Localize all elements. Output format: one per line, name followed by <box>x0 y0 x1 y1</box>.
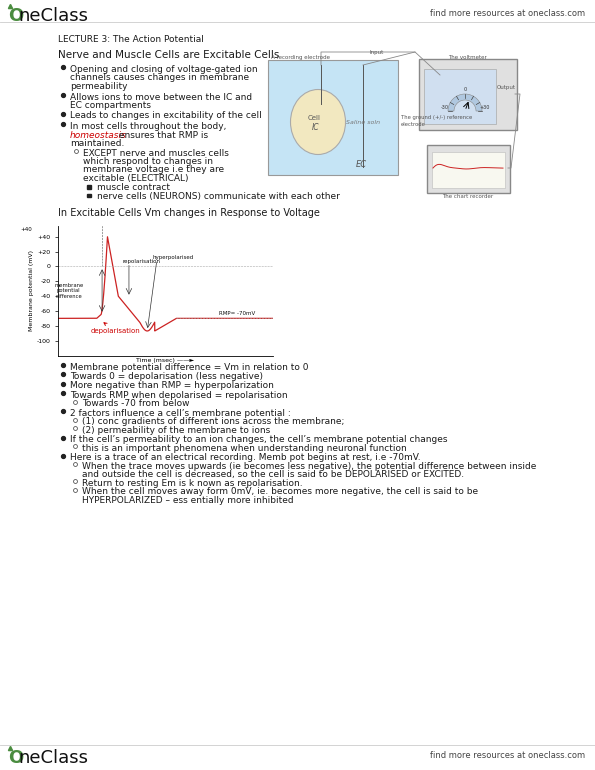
Text: The ground (+/-) reference: The ground (+/-) reference <box>401 115 472 120</box>
Y-axis label: Membrane potential (mV): Membrane potential (mV) <box>29 250 34 331</box>
Text: The chart recorder: The chart recorder <box>443 194 494 199</box>
Text: Nerve and Muscle Cells are Excitable Cells: Nerve and Muscle Cells are Excitable Cel… <box>58 50 280 60</box>
Text: membrane voltage i.e they are: membrane voltage i.e they are <box>83 166 224 175</box>
FancyBboxPatch shape <box>268 60 398 175</box>
Text: Membrane potential difference = Vm in relation to 0: Membrane potential difference = Vm in re… <box>70 363 308 371</box>
Text: hyperpolarised: hyperpolarised <box>152 255 194 260</box>
Text: When the trace moves upwards (ie becomes less negative), the potential differenc: When the trace moves upwards (ie becomes… <box>82 462 536 471</box>
Text: Input: Input <box>370 50 384 55</box>
Text: ensures that RMP is: ensures that RMP is <box>116 130 208 139</box>
Text: 2 factors influence a cell’s membrane potential :: 2 factors influence a cell’s membrane po… <box>70 409 291 418</box>
Text: Towards RMP when depolarised = repolarisation: Towards RMP when depolarised = repolaris… <box>70 391 287 400</box>
Text: repolarisation: repolarisation <box>123 259 161 263</box>
Text: permeability: permeability <box>70 82 127 91</box>
Text: -30: -30 <box>441 105 449 110</box>
Text: Opening and closing of voltage-gated ion: Opening and closing of voltage-gated ion <box>70 65 258 74</box>
Text: neClass: neClass <box>18 749 88 767</box>
FancyBboxPatch shape <box>427 145 509 192</box>
Text: Towards 0 = depolarisation (less negative): Towards 0 = depolarisation (less negativ… <box>70 372 263 381</box>
Text: which respond to changes in: which respond to changes in <box>83 157 213 166</box>
Text: muscle contract: muscle contract <box>97 183 170 192</box>
Text: this is an important phenomena when understanding neuronal function: this is an important phenomena when unde… <box>82 444 407 453</box>
Text: Cell: Cell <box>308 115 321 121</box>
Bar <box>87 193 90 197</box>
Text: EXCEPT nerve and muscles cells: EXCEPT nerve and muscles cells <box>83 149 229 158</box>
Text: O: O <box>8 749 23 767</box>
Text: channels causes changes in membrane: channels causes changes in membrane <box>70 73 249 82</box>
Text: neClass: neClass <box>18 7 88 25</box>
Text: When the cell moves away form 0mV, ie. becomes more negative, the cell is said t: When the cell moves away form 0mV, ie. b… <box>82 487 478 497</box>
Text: find more resources at oneclass.com: find more resources at oneclass.com <box>430 751 585 760</box>
Text: 0: 0 <box>464 87 466 92</box>
Text: (1) conc gradients of different ions across the membrane;: (1) conc gradients of different ions acr… <box>82 417 345 427</box>
Text: LECTURE 3: The Action Potential: LECTURE 3: The Action Potential <box>58 35 204 44</box>
Text: Return to resting Em is k nown as repolarisation.: Return to resting Em is k nown as repola… <box>82 479 303 488</box>
Text: In most cells throughout the body,: In most cells throughout the body, <box>70 122 226 131</box>
Text: O: O <box>8 7 23 25</box>
Text: A recording electrode: A recording electrode <box>271 55 330 60</box>
Text: (2) permeability of the membrane to ions: (2) permeability of the membrane to ions <box>82 426 270 435</box>
FancyBboxPatch shape <box>424 69 496 124</box>
Text: homeostasis: homeostasis <box>70 130 127 139</box>
Text: nerve cells (NEURONS) communicate with each other: nerve cells (NEURONS) communicate with e… <box>97 192 340 201</box>
Text: EC compartments: EC compartments <box>70 101 151 110</box>
Text: excitable (ELECTRICAL): excitable (ELECTRICAL) <box>83 174 189 183</box>
X-axis label: Time (msec) ——►: Time (msec) ——► <box>136 358 195 363</box>
Text: +40: +40 <box>20 226 32 232</box>
Text: RMP= -70mV: RMP= -70mV <box>219 310 255 316</box>
Text: Towards -70 from below: Towards -70 from below <box>82 400 189 409</box>
Text: Output: Output <box>497 85 516 90</box>
Text: membrane
potential
difference: membrane potential difference <box>54 283 83 300</box>
Text: electrode: electrode <box>401 122 426 127</box>
Ellipse shape <box>290 89 346 155</box>
Text: and outside the cell is decreased, so the cell is said to be DEPOLARISED or EXCI: and outside the cell is decreased, so th… <box>82 470 464 480</box>
Text: Allows ions to move between the IC and: Allows ions to move between the IC and <box>70 92 252 102</box>
Text: +30: +30 <box>480 105 490 110</box>
FancyBboxPatch shape <box>431 152 505 188</box>
Text: EC: EC <box>356 160 367 169</box>
FancyBboxPatch shape <box>418 59 516 129</box>
Text: Here is a trace of an electrical recording. Memb pot begins at rest, i.e -70mV.: Here is a trace of an electrical recordi… <box>70 454 421 463</box>
Text: find more resources at oneclass.com: find more resources at oneclass.com <box>430 9 585 18</box>
Bar <box>87 185 90 189</box>
Text: Leads to changes in excitability of the cell: Leads to changes in excitability of the … <box>70 112 262 120</box>
Text: IC: IC <box>312 123 320 132</box>
Text: If the cell’s permeability to an ion changes, the cell’s membrane potential chan: If the cell’s permeability to an ion cha… <box>70 436 447 444</box>
Text: In Excitable Cells Vm changes in Response to Voltage: In Excitable Cells Vm changes in Respons… <box>58 209 320 219</box>
Text: The voltmeter: The voltmeter <box>447 55 486 60</box>
Text: More negative than RMP = hyperpolarization: More negative than RMP = hyperpolarizati… <box>70 381 274 390</box>
Text: Saline soln: Saline soln <box>346 120 380 125</box>
Wedge shape <box>448 94 482 111</box>
Text: depolarisation: depolarisation <box>90 323 140 334</box>
Text: HYPERPOLARIZED – ess entially more inhibited: HYPERPOLARIZED – ess entially more inhib… <box>82 496 293 505</box>
Text: maintained.: maintained. <box>70 139 124 148</box>
